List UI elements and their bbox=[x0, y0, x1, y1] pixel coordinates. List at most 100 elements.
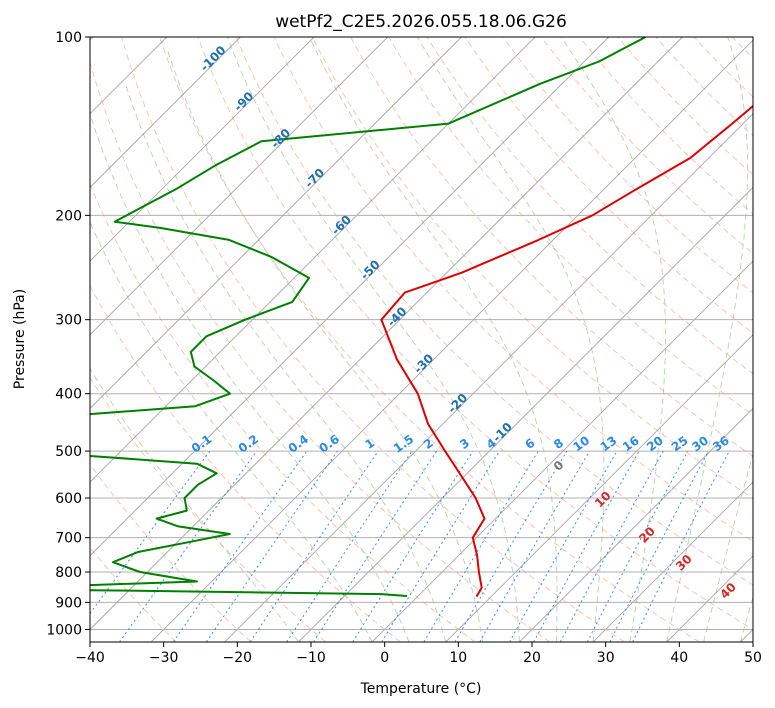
dry-adiabat-line bbox=[90, 376, 326, 642]
isotherm-line bbox=[90, 37, 683, 631]
isotherm-label: -30 bbox=[411, 351, 436, 376]
mixing-ratio-line bbox=[249, 450, 379, 642]
y-tick-label: 400 bbox=[55, 387, 82, 403]
isotherm-label: -80 bbox=[268, 126, 293, 151]
isotherm-label: -70 bbox=[302, 166, 327, 191]
isotherm-line bbox=[90, 37, 315, 262]
mixing-ratio-label: 0.6 bbox=[316, 432, 341, 456]
mixing-ratio-line bbox=[609, 450, 709, 642]
dry-adiabat-line bbox=[693, 37, 753, 98]
isotherm-line bbox=[445, 334, 753, 642]
dry-adiabat-line bbox=[388, 37, 753, 416]
x-tick-label: −20 bbox=[223, 650, 253, 666]
mixing-ratio-line bbox=[479, 450, 591, 642]
x-tick-label: −10 bbox=[296, 650, 326, 666]
annotation-labels: 0.1 0.2 0.4 0.6 1 1.5 2 3 4 6 8 10 13 16 20 253036-100-… bbox=[189, 43, 739, 602]
isotherm-line bbox=[519, 407, 753, 642]
dry-adiabat-line bbox=[311, 37, 753, 500]
mixing-ratio-line bbox=[286, 450, 413, 642]
moist-adiabats bbox=[90, 37, 753, 642]
isotherm-line bbox=[298, 186, 753, 642]
moist-adiabat-line bbox=[166, 49, 484, 642]
x-tick-label: 20 bbox=[523, 650, 541, 666]
isotherm-line bbox=[90, 37, 610, 557]
isotherm-line bbox=[90, 37, 462, 410]
dry-adiabat-line bbox=[197, 37, 753, 630]
dry-adiabat-line bbox=[502, 37, 753, 294]
y-tick-label: 1000 bbox=[46, 622, 82, 638]
dry-adiabat-label: 20 bbox=[636, 524, 658, 546]
chart-title: wetPf2_C2E5.2026.055.18.06.G26 bbox=[275, 12, 567, 32]
dry-adiabat-line bbox=[273, 37, 753, 542]
mixing-ratio-line bbox=[423, 450, 539, 642]
dry-adiabat-line bbox=[617, 37, 753, 176]
dry-adiabat-label: 30 bbox=[673, 552, 695, 574]
mixing-ratio-line bbox=[119, 450, 258, 642]
mixing-ratio-line bbox=[586, 450, 689, 642]
x-tick-label: −40 bbox=[75, 650, 105, 666]
isotherm-line bbox=[90, 37, 536, 483]
isotherm-line bbox=[90, 37, 241, 189]
mixing-ratio-line bbox=[352, 450, 474, 642]
dry-adiabat-line bbox=[770, 37, 775, 642]
plot-frame bbox=[89, 36, 754, 643]
isotherm-label: -40 bbox=[384, 304, 409, 329]
dry-adiabat-line bbox=[90, 463, 252, 642]
mixing-ratio-label: 6 bbox=[523, 436, 538, 452]
y-tick-label: 200 bbox=[55, 208, 82, 224]
temperature-profile-line bbox=[380, 104, 753, 598]
x-axis-ticks: −40 −30 −20 −10 0 10 20 30 40 50 bbox=[75, 642, 762, 666]
moist-adiabat-line bbox=[90, 221, 373, 642]
isotherm-line bbox=[150, 39, 753, 642]
moist-adiabat-label: 0 bbox=[551, 458, 567, 474]
moist-adiabat-line bbox=[703, 452, 753, 642]
pressure-gridlines bbox=[90, 37, 753, 630]
dry-adiabat-line bbox=[90, 284, 401, 642]
y-tick-label: 500 bbox=[55, 444, 82, 460]
dry-adiabat-line bbox=[121, 37, 625, 642]
moist-adiabat-line bbox=[90, 367, 299, 642]
isotherm-label: -60 bbox=[329, 212, 354, 237]
mixing-ratio-label: 3 bbox=[457, 436, 472, 452]
dry-adiabat-line bbox=[464, 37, 753, 334]
profile-series bbox=[90, 37, 753, 598]
mixing-ratio-label: 1 bbox=[362, 436, 377, 452]
dry-adiabat-line bbox=[159, 37, 700, 642]
dry-adiabats bbox=[90, 37, 775, 642]
y-axis-ticks: 100 200 300 400 500 600 700 800 900 1000 bbox=[46, 30, 90, 638]
moist-adiabat-line bbox=[417, 37, 605, 642]
mixing-ratio-line bbox=[632, 450, 730, 642]
isotherm-label: -90 bbox=[231, 89, 256, 114]
mixing-ratio-line bbox=[533, 450, 640, 642]
dry-adiabat-line bbox=[541, 37, 753, 254]
moist-adiabat-line bbox=[90, 114, 410, 642]
dry-adiabat-line bbox=[579, 37, 753, 215]
mixing-ratio-line bbox=[205, 450, 338, 642]
moist-adiabat-line bbox=[560, 37, 666, 642]
y-tick-label: 700 bbox=[55, 531, 82, 547]
isotherm-line bbox=[592, 481, 753, 642]
isotherm-label: -50 bbox=[358, 257, 383, 282]
x-tick-label: 0 bbox=[380, 650, 389, 666]
y-tick-label: 300 bbox=[55, 313, 82, 329]
mixing-ratio-line bbox=[172, 450, 308, 642]
x-tick-label: 30 bbox=[597, 650, 615, 666]
moist-adiabat-line bbox=[739, 595, 753, 642]
mixing-ratio-line bbox=[313, 450, 438, 642]
y-tick-label: 600 bbox=[55, 491, 82, 507]
mixing-ratio-lines bbox=[90, 450, 730, 642]
dry-adiabat-line bbox=[235, 37, 753, 586]
isotherm-line bbox=[224, 113, 753, 642]
mixing-ratio-line bbox=[509, 450, 618, 642]
dewpoint-profile-line bbox=[90, 37, 647, 597]
mixing-ratio-label: 2 bbox=[421, 436, 436, 452]
x-tick-label: 50 bbox=[744, 650, 762, 666]
x-tick-label: 10 bbox=[449, 650, 467, 666]
dry-adiabat-line bbox=[655, 37, 753, 137]
isotherm-line bbox=[90, 37, 389, 336]
moist-adiabat-line bbox=[226, 37, 520, 642]
mixing-ratio-label: 0.2 bbox=[236, 432, 261, 456]
mixing-ratio-line bbox=[454, 450, 568, 642]
y-tick-label: 100 bbox=[55, 30, 82, 46]
